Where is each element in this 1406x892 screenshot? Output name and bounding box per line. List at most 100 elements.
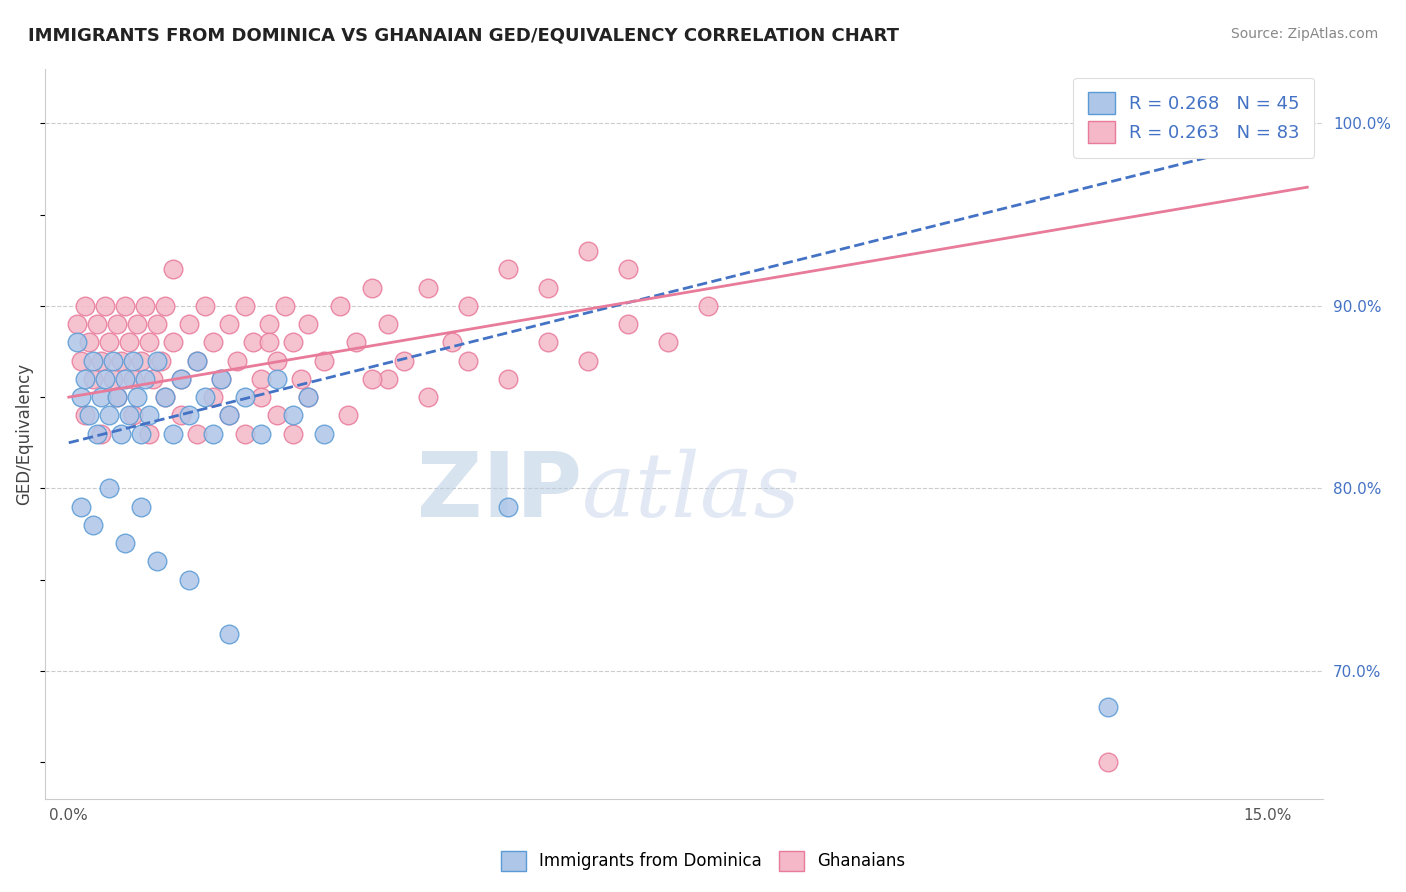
Point	[153, 299, 176, 313]
Point	[118, 335, 141, 350]
Text: Source: ZipAtlas.com: Source: ZipAtlas.com	[1230, 27, 1378, 41]
Point	[105, 317, 128, 331]
Point	[125, 317, 148, 331]
Point	[93, 372, 115, 386]
Point	[617, 317, 640, 331]
Point	[697, 299, 720, 313]
Point	[138, 409, 160, 423]
Point	[149, 353, 172, 368]
Point	[101, 353, 124, 368]
Point	[86, 317, 108, 331]
Point	[69, 390, 91, 404]
Point	[537, 335, 560, 350]
Point	[90, 426, 112, 441]
Point	[129, 500, 152, 514]
Point	[233, 426, 256, 441]
Point	[110, 353, 132, 368]
Point	[617, 262, 640, 277]
Point	[496, 262, 519, 277]
Point	[73, 372, 96, 386]
Point	[249, 426, 271, 441]
Point	[249, 372, 271, 386]
Point	[118, 409, 141, 423]
Point	[145, 317, 167, 331]
Point	[105, 390, 128, 404]
Point	[281, 426, 304, 441]
Point	[97, 482, 120, 496]
Point	[218, 317, 240, 331]
Point	[281, 409, 304, 423]
Point	[314, 426, 336, 441]
Point	[82, 517, 104, 532]
Point	[266, 353, 288, 368]
Point	[162, 335, 184, 350]
Point	[82, 353, 104, 368]
Point	[377, 317, 399, 331]
Point	[297, 317, 319, 331]
Point	[153, 390, 176, 404]
Point	[97, 409, 120, 423]
Point	[218, 409, 240, 423]
Point	[145, 353, 167, 368]
Point	[177, 573, 200, 587]
Point	[82, 372, 104, 386]
Point	[337, 409, 360, 423]
Point	[93, 299, 115, 313]
Point	[249, 390, 271, 404]
Point	[201, 426, 224, 441]
Text: atlas: atlas	[582, 449, 801, 535]
Point	[576, 353, 599, 368]
Point	[66, 335, 89, 350]
Point	[225, 353, 247, 368]
Point	[233, 299, 256, 313]
Point	[101, 372, 124, 386]
Point	[361, 280, 384, 294]
Point	[125, 390, 148, 404]
Point	[273, 299, 295, 313]
Point	[537, 280, 560, 294]
Point	[457, 299, 479, 313]
Point	[346, 335, 368, 350]
Point	[86, 426, 108, 441]
Point	[138, 426, 160, 441]
Point	[257, 317, 280, 331]
Point	[441, 335, 464, 350]
Point	[129, 353, 152, 368]
Point	[114, 536, 136, 550]
Text: ZIP: ZIP	[416, 448, 582, 536]
Point	[297, 390, 319, 404]
Text: IMMIGRANTS FROM DOMINICA VS GHANAIAN GED/EQUIVALENCY CORRELATION CHART: IMMIGRANTS FROM DOMINICA VS GHANAIAN GED…	[28, 27, 898, 45]
Point	[209, 372, 232, 386]
Point	[218, 409, 240, 423]
Point	[153, 390, 176, 404]
Point	[266, 372, 288, 386]
Point	[1097, 700, 1119, 714]
Point	[496, 372, 519, 386]
Point	[418, 280, 440, 294]
Point	[121, 353, 143, 368]
Point	[377, 372, 399, 386]
Point	[233, 390, 256, 404]
Point	[129, 426, 152, 441]
Point	[77, 409, 100, 423]
Point	[394, 353, 416, 368]
Point	[114, 372, 136, 386]
Point	[201, 390, 224, 404]
Point	[177, 317, 200, 331]
Point	[162, 262, 184, 277]
Point	[121, 409, 143, 423]
Point	[73, 409, 96, 423]
Point	[266, 409, 288, 423]
Point	[361, 372, 384, 386]
Point	[69, 500, 91, 514]
Point	[496, 500, 519, 514]
Point	[297, 390, 319, 404]
Point	[105, 390, 128, 404]
Point	[576, 244, 599, 258]
Point	[186, 426, 208, 441]
Point	[1097, 756, 1119, 770]
Point	[457, 353, 479, 368]
Point	[194, 390, 217, 404]
Point	[242, 335, 264, 350]
Point	[134, 299, 156, 313]
